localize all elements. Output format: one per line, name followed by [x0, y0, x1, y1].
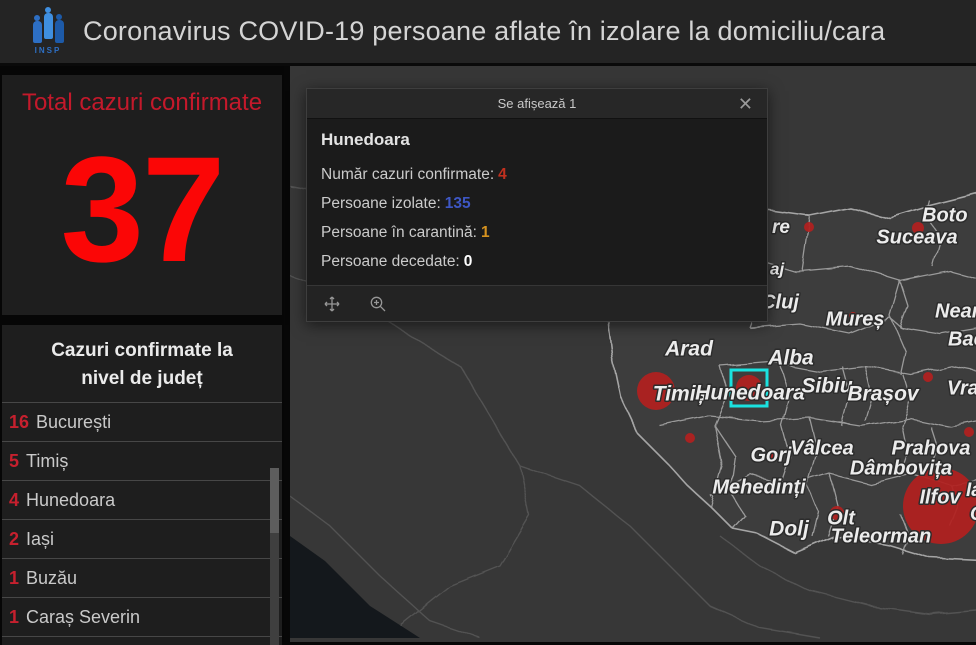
county-label: aj — [770, 259, 785, 278]
county-label: Sibiu — [801, 375, 853, 398]
insp-logo-people-icon — [27, 6, 69, 43]
county-label: Alba — [767, 347, 814, 370]
insp-logo: INSP — [27, 6, 69, 55]
popup-stat-row: Persoane decedate: 0 — [321, 247, 753, 276]
maramures-marker[interactable] — [804, 222, 814, 232]
county-name: Caraș Severin — [26, 606, 141, 627]
popup-body: Hunedoara Număr cazuri confirmate: 4 Pers… — [307, 119, 767, 280]
selected-county-highlight — [729, 368, 769, 408]
gorj-marker[interactable] — [766, 453, 774, 461]
timis-marker[interactable] — [637, 372, 675, 410]
close-icon[interactable]: ✕ — [737, 94, 753, 114]
county-cases-panel: Cazuri confirmate la nivel de județ 16 B… — [2, 325, 282, 645]
sea — [290, 536, 420, 638]
popup-stat-row: Persoane în carantină: 1 — [321, 218, 753, 247]
county-label: Bac — [948, 328, 976, 350]
county-name: Buzău — [26, 567, 78, 588]
county-case-count: 5 — [9, 450, 20, 471]
county-label: Gorj — [750, 444, 792, 466]
county-list-item[interactable]: 2 Iași — [2, 520, 282, 560]
county-list-item[interactable]: 5 Timiș — [2, 442, 282, 482]
popup-footer — [307, 285, 767, 321]
caras-marker[interactable] — [685, 433, 695, 443]
county-label: Prahova — [892, 437, 971, 459]
county-label: Hunedoara — [695, 382, 805, 405]
popup-stat-label: Număr cazuri confirmate: — [321, 166, 495, 183]
county-label: C — [970, 504, 976, 525]
county-label: Ilfov — [919, 486, 962, 508]
popup-stat-label: Persoane decedate: — [321, 253, 460, 270]
popup-stat-label: Persoane în carantină: — [321, 224, 477, 241]
sidebar: Total cazuri confirmate 37 Cazuri confir… — [0, 66, 284, 645]
county-case-count: 1 — [9, 567, 20, 588]
pan-to-feature-icon[interactable] — [319, 291, 345, 317]
county-label: Mureș — [826, 308, 885, 330]
popup-county-title: Hunedoara — [321, 130, 410, 149]
zoom-to-feature-icon[interactable] — [365, 291, 391, 317]
county-label: Ia — [966, 480, 976, 501]
county-label: Dolj — [769, 518, 810, 541]
popup-stat-row: Persoane izolate: 135 — [321, 189, 753, 218]
county-case-count: 1 — [9, 606, 20, 627]
county-label: Olt — [827, 507, 856, 529]
county-case-count: 4 — [9, 489, 20, 510]
county-name: Timiș — [26, 450, 69, 471]
county-list-item[interactable]: 1 Caraș Severin — [2, 598, 282, 638]
popup-stat-row: Număr cazuri confirmate: 4 — [321, 160, 753, 189]
popup-header-title: Se afișează 1 — [497, 96, 577, 111]
popup-stat-value: 135 — [444, 195, 471, 212]
popup-stat-value: 1 — [480, 224, 490, 241]
county-label: Dâmbovița — [850, 457, 952, 479]
county-list-scrollbar[interactable] — [270, 468, 279, 645]
county-label: Vra — [947, 377, 976, 399]
county-label: Suceava — [876, 226, 957, 248]
county-list-item[interactable]: 4 Hunedoara — [2, 481, 282, 521]
mures-marker[interactable] — [849, 312, 857, 320]
suceava-marker[interactable] — [912, 222, 924, 234]
county-list-scrollbar-thumb[interactable] — [270, 468, 279, 533]
county-label: Mehedinți — [712, 476, 806, 498]
county-label: Vâlcea — [790, 437, 853, 459]
map-popup: Se afișează 1 ✕ Hunedoara Număr cazuri c… — [306, 88, 768, 322]
county-name: București — [36, 411, 112, 432]
popup-stat-value: 4 — [498, 166, 507, 183]
county-case-count: 16 — [9, 411, 30, 432]
hunedoara-marker[interactable] — [736, 375, 762, 401]
county-label: Boto — [922, 204, 968, 226]
county-list-item[interactable]: 16 București — [2, 403, 282, 443]
county-label: Teleorman — [831, 525, 931, 547]
popup-stat-value: 0 — [463, 253, 473, 270]
county-name: Iași — [26, 528, 55, 549]
total-cases-panel: Total cazuri confirmate 37 — [2, 75, 282, 315]
county-label: re — [772, 217, 790, 238]
insp-logo-text: INSP — [34, 45, 62, 55]
county-list: 16 București 5 Timiș 4 Hunedoara 2 Iași … — [2, 402, 282, 638]
popup-stat-label: Persoane izolate: — [321, 195, 441, 212]
total-cases-value: 37 — [60, 125, 226, 293]
county-cases-title: Cazuri confirmate la nivel de județ — [51, 340, 233, 389]
county-label: Arad — [664, 338, 714, 361]
page-title: Coronavirus COVID-19 persoane aflate în … — [83, 16, 886, 46]
app-header: INSP Coronavirus COVID-19 persoane aflat… — [0, 0, 976, 66]
county-label: Timiș — [653, 383, 707, 406]
county-label: Brașov — [847, 383, 920, 406]
county-name: Hunedoara — [26, 489, 116, 510]
popup-header: Se afișează 1 ✕ — [307, 89, 767, 119]
county-label: Neam — [935, 300, 976, 322]
county-case-count: 2 — [9, 528, 20, 549]
vrancea-marker[interactable] — [964, 427, 974, 437]
olt-marker[interactable] — [830, 506, 844, 520]
total-cases-title: Total cazuri confirmate — [21, 89, 263, 116]
covasna-marker[interactable] — [923, 372, 933, 382]
bucuresti-marker[interactable] — [903, 468, 976, 544]
county-list-item[interactable]: 1 Buzău — [2, 559, 282, 599]
